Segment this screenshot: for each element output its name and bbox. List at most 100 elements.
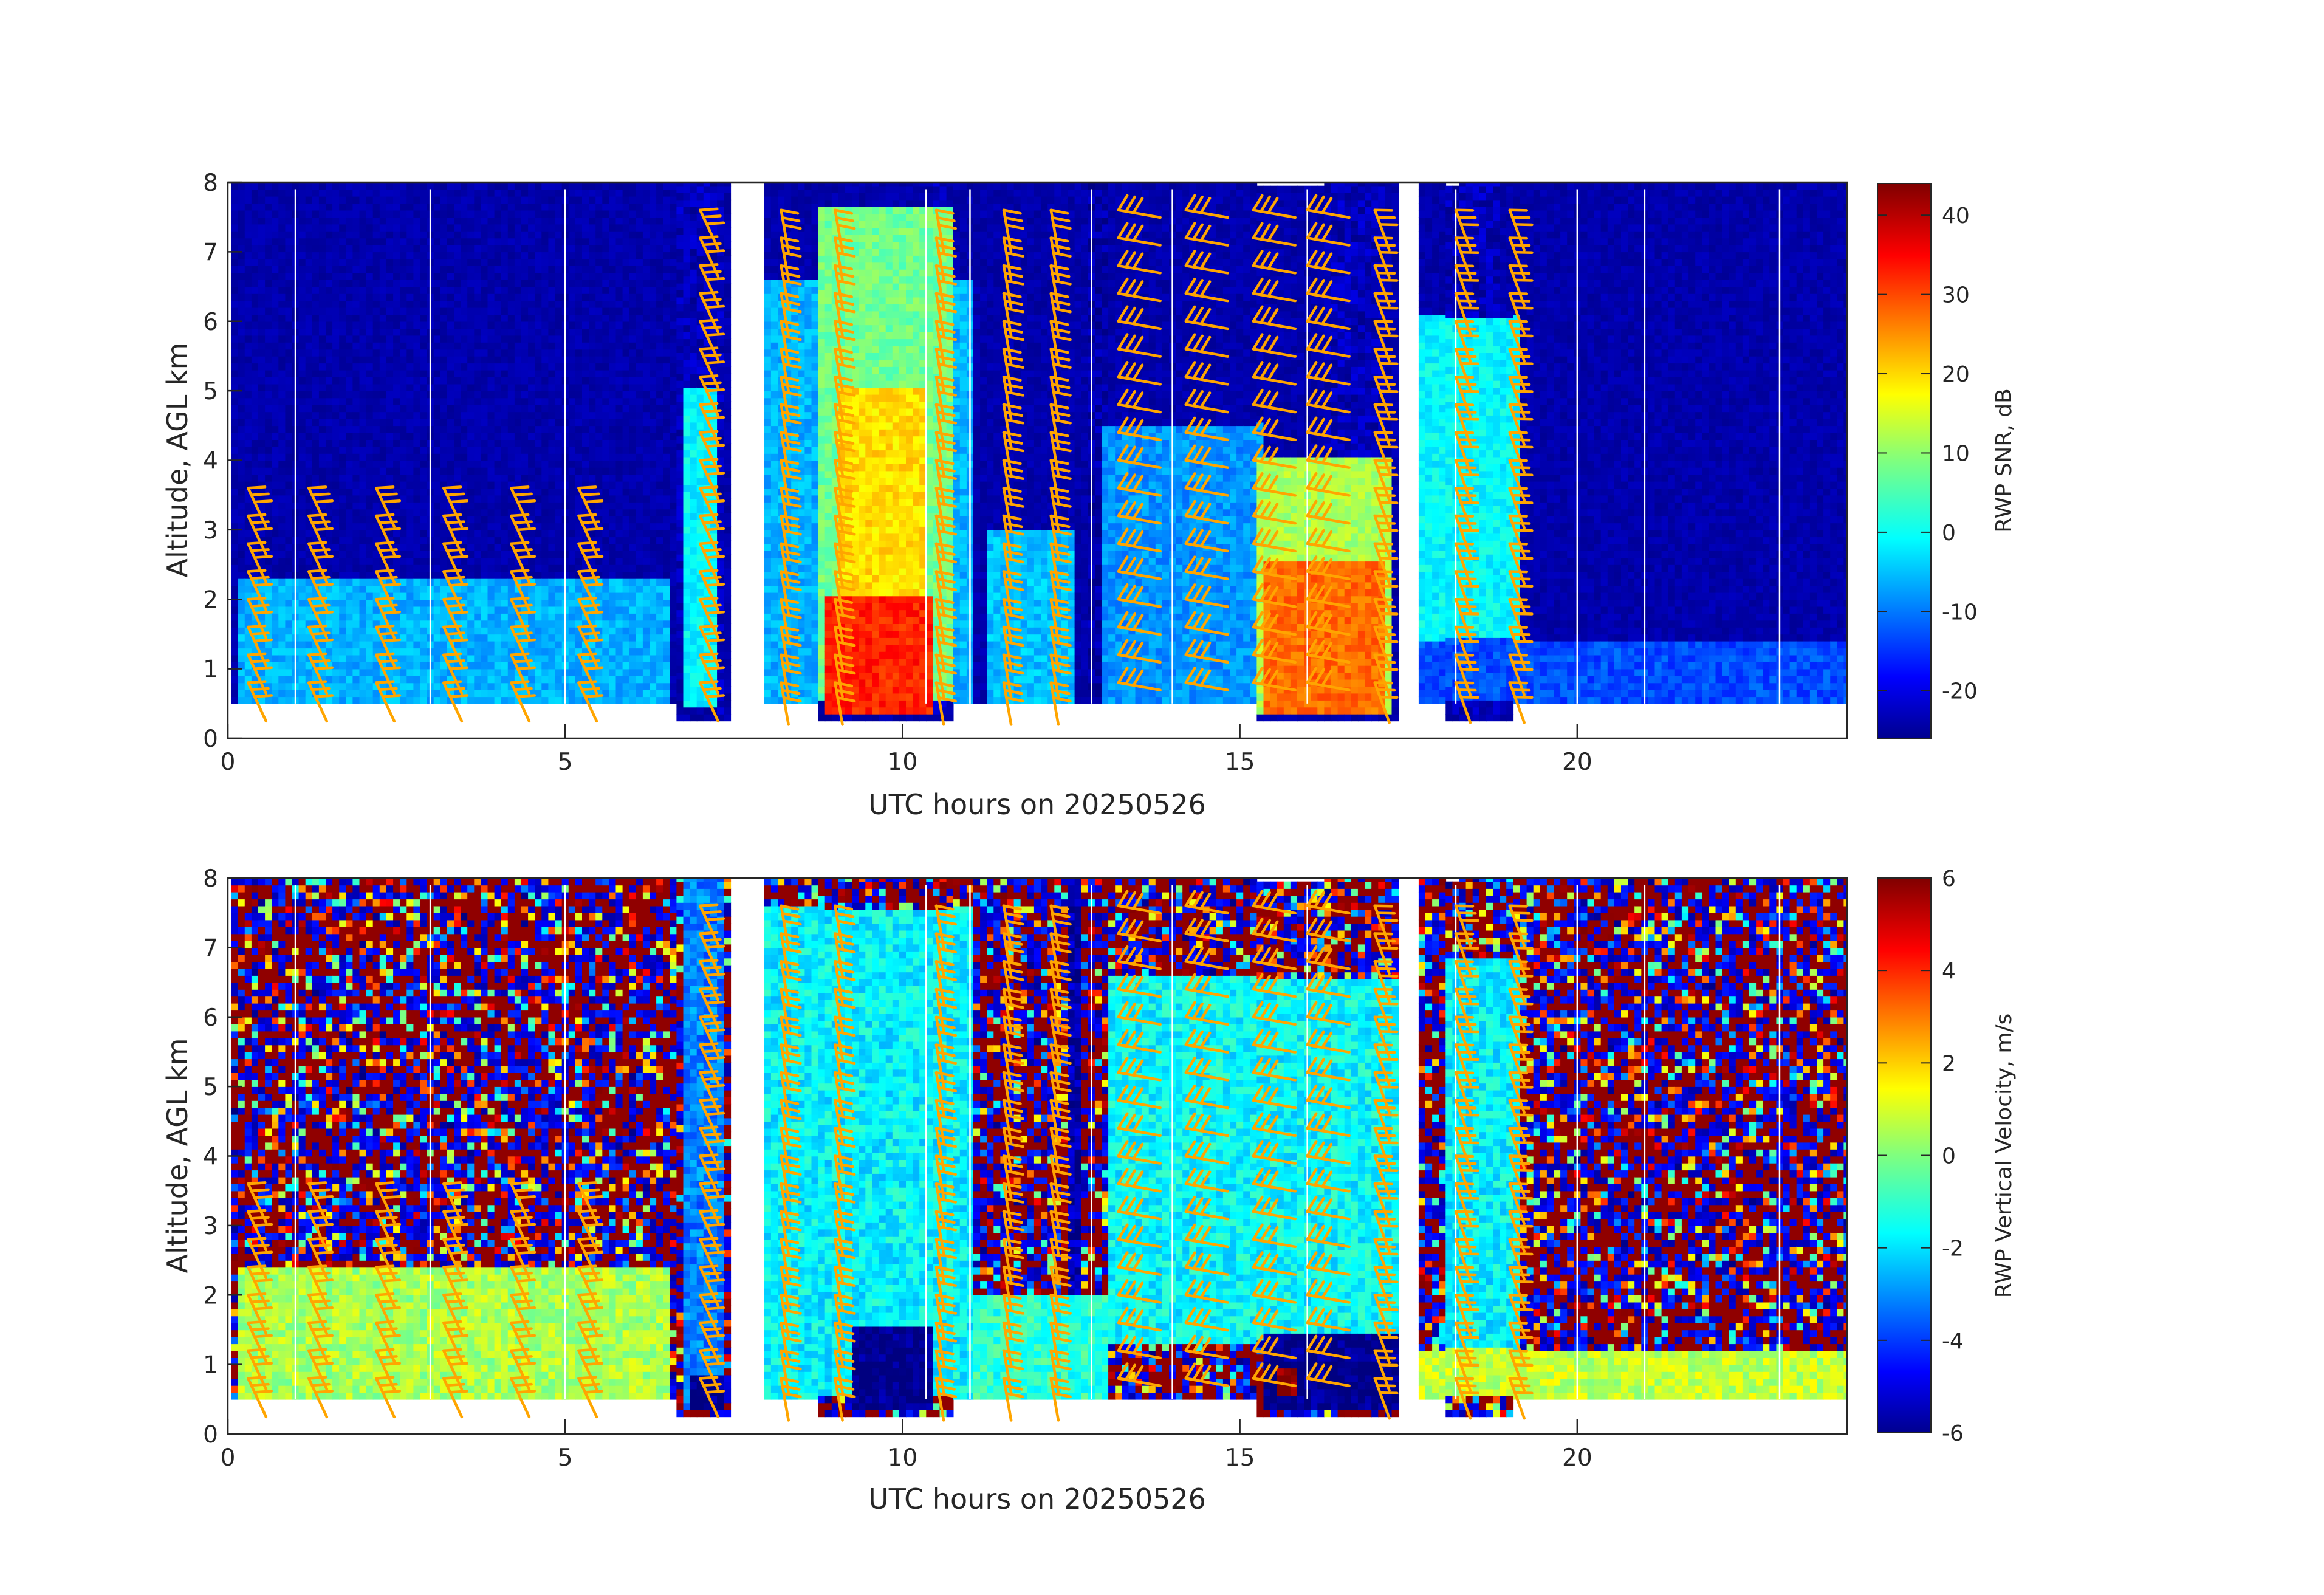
heatmap-cell bbox=[555, 509, 563, 516]
heatmap-cell bbox=[346, 460, 354, 468]
heatmap-cell bbox=[440, 502, 448, 510]
heatmap-cell bbox=[541, 266, 549, 273]
heatmap-cell bbox=[501, 648, 509, 656]
heatmap-cell bbox=[386, 405, 394, 413]
heatmap-cell bbox=[440, 217, 448, 225]
heatmap-cell bbox=[568, 453, 576, 461]
heatmap-cell bbox=[433, 523, 441, 530]
heatmap-cell bbox=[393, 460, 400, 468]
heatmap-cell bbox=[521, 286, 529, 294]
heatmap-cell bbox=[609, 676, 617, 684]
heatmap-cell bbox=[454, 217, 461, 225]
heatmap-cell bbox=[521, 224, 529, 232]
heatmap-cell bbox=[514, 335, 522, 343]
heatmap-cell bbox=[521, 529, 529, 538]
heatmap-cell bbox=[393, 620, 400, 628]
heatmap-cell bbox=[298, 224, 306, 232]
heatmap-cell bbox=[467, 210, 475, 218]
heatmap-cell bbox=[582, 578, 589, 586]
heatmap-cell bbox=[461, 599, 468, 607]
heatmap-cell bbox=[494, 585, 502, 593]
heatmap-cell bbox=[231, 369, 239, 377]
heatmap-cell bbox=[393, 231, 400, 239]
heatmap-cell bbox=[244, 648, 252, 656]
heatmap-cell bbox=[609, 640, 617, 649]
heatmap-cell bbox=[346, 668, 354, 676]
heatmap-cell bbox=[231, 578, 239, 586]
heatmap-cell bbox=[332, 203, 340, 211]
heatmap-cell bbox=[521, 453, 529, 461]
heatmap-cell bbox=[265, 335, 272, 343]
heatmap-cell bbox=[326, 467, 333, 475]
heatmap-cell bbox=[535, 286, 543, 294]
heatmap-cell bbox=[514, 599, 522, 607]
heatmap-cell bbox=[265, 196, 272, 204]
heatmap-cell bbox=[352, 244, 360, 253]
heatmap-cell bbox=[238, 606, 245, 614]
heatmap-cell bbox=[602, 231, 610, 239]
heatmap-cell bbox=[231, 210, 239, 218]
heatmap-cell bbox=[461, 606, 468, 614]
heatmap-cell bbox=[555, 668, 563, 676]
heatmap-cell bbox=[433, 557, 441, 565]
heatmap-cell bbox=[629, 529, 637, 538]
heatmap-cell bbox=[352, 516, 360, 524]
heatmap-cell bbox=[238, 592, 245, 600]
heatmap-cell bbox=[440, 272, 448, 280]
heatmap-cell bbox=[568, 627, 576, 635]
heatmap-cell bbox=[332, 551, 340, 558]
heatmap-cell bbox=[278, 432, 286, 440]
heatmap-cell bbox=[541, 405, 549, 413]
heatmap-cell bbox=[521, 432, 529, 440]
heatmap-cell bbox=[521, 293, 529, 301]
heatmap-cell bbox=[670, 369, 677, 377]
heatmap-cell bbox=[474, 682, 482, 690]
heatmap-cell bbox=[440, 293, 448, 301]
heatmap-cell bbox=[278, 668, 286, 676]
heatmap-cell bbox=[481, 551, 488, 558]
heatmap-cell bbox=[636, 564, 643, 572]
heatmap-cell bbox=[535, 529, 543, 538]
heatmap-cell bbox=[272, 627, 279, 635]
heatmap-cell bbox=[615, 606, 623, 614]
heatmap-cell bbox=[656, 349, 663, 357]
heatmap-cell bbox=[609, 210, 617, 218]
heatmap-cell bbox=[231, 668, 239, 676]
heatmap-cell bbox=[265, 411, 272, 419]
heatmap-cell bbox=[622, 397, 630, 405]
heatmap-cell bbox=[339, 244, 347, 253]
heatmap-cell bbox=[272, 620, 279, 628]
heatmap-cell bbox=[548, 258, 556, 266]
heatmap-cell bbox=[238, 502, 245, 510]
heatmap-cell bbox=[494, 252, 502, 259]
heatmap-cell bbox=[467, 231, 475, 239]
heatmap-cell bbox=[622, 529, 630, 538]
heatmap-cell bbox=[420, 425, 428, 433]
heatmap-cell bbox=[650, 272, 657, 280]
heatmap-cell bbox=[474, 397, 482, 405]
heatmap-cell bbox=[413, 355, 421, 364]
heatmap-cell bbox=[231, 467, 239, 475]
heatmap-cell bbox=[244, 481, 252, 489]
heatmap-cell bbox=[238, 383, 245, 391]
heatmap-cell bbox=[447, 258, 454, 266]
heatmap-cell bbox=[400, 571, 408, 579]
heatmap-cell bbox=[670, 446, 677, 454]
heatmap-cell bbox=[555, 640, 563, 649]
heatmap-cell bbox=[244, 335, 252, 343]
heatmap-cell bbox=[359, 418, 367, 427]
heatmap-cell bbox=[272, 453, 279, 461]
heatmap-cell bbox=[238, 467, 245, 475]
heatmap-cell bbox=[582, 474, 589, 482]
heatmap-cell bbox=[461, 321, 468, 329]
heatmap-cell bbox=[636, 272, 643, 280]
heatmap-cell bbox=[231, 189, 239, 197]
heatmap-cell bbox=[265, 668, 272, 676]
heatmap-cell bbox=[231, 293, 239, 301]
heatmap-cell bbox=[265, 537, 272, 544]
heatmap-cell bbox=[461, 425, 468, 433]
heatmap-cell bbox=[244, 314, 252, 322]
heatmap-cell bbox=[298, 551, 306, 558]
heatmap-cell bbox=[615, 648, 623, 656]
heatmap-cell bbox=[285, 682, 293, 690]
